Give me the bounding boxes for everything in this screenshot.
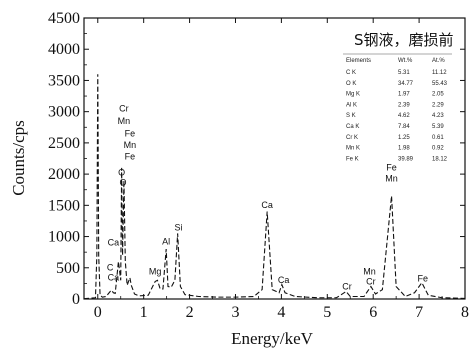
inset-cell: Mg K <box>346 92 360 98</box>
peak-label: Fe <box>125 152 136 162</box>
inset-cell: 0.92 <box>432 146 444 152</box>
y-tick-label: 3000 <box>48 104 80 121</box>
inset-col-header: At.% <box>432 58 445 64</box>
x-tick-label: 8 <box>461 304 469 321</box>
inset-cell: Cr K <box>346 135 358 141</box>
x-tick-label: 7 <box>415 304 423 321</box>
x-tick-label: 6 <box>369 304 377 321</box>
x-tick-label: 5 <box>323 304 331 321</box>
peak-label: C <box>107 262 114 272</box>
y-tick-label: 0 <box>72 291 80 308</box>
peak-label: Al <box>162 237 170 247</box>
peak-label: Fe <box>386 162 397 172</box>
inset-cell: O K <box>346 81 356 87</box>
y-tick-label: 1000 <box>48 229 80 246</box>
inset-cell: C K <box>346 70 356 76</box>
inset-cell: 4.62 <box>398 113 410 119</box>
inset-cell: 18.12 <box>432 156 448 162</box>
inset-col-header: Elements <box>346 58 371 64</box>
inset-cell: Fe K <box>346 156 359 162</box>
inset-cell: S K <box>346 113 356 119</box>
y-tick-label: 1500 <box>48 197 80 214</box>
inset-cell: 4.23 <box>432 113 444 119</box>
inset-cell: 39.89 <box>398 156 414 162</box>
x-tick-label: 4 <box>277 304 285 321</box>
y-tick-label: 2500 <box>48 135 80 152</box>
x-tick-label: 1 <box>140 304 148 321</box>
inset-cell: 2.05 <box>432 92 444 98</box>
y-tick-label: 4000 <box>48 41 80 58</box>
inset-cell: 2.29 <box>432 102 444 108</box>
peak-label: Mn <box>363 267 376 277</box>
y-tick-label: 2000 <box>48 166 80 183</box>
spectrum-series <box>83 74 466 300</box>
inset-cell: 1.98 <box>398 146 410 152</box>
inset-cell: 2.39 <box>398 102 410 108</box>
peak-label: Fe <box>125 129 136 139</box>
peak-label: Cr <box>366 277 376 287</box>
peak-label: Mn <box>385 174 398 184</box>
peak-label: Ca <box>278 275 290 285</box>
peak-label: O <box>118 167 125 177</box>
inset-cell: 1.25 <box>398 135 410 141</box>
peak-label: Si <box>175 222 183 232</box>
inset-cell: Ca K <box>346 124 359 130</box>
inset-cell: 1.97 <box>398 92 410 98</box>
inset-cell: Al K <box>346 102 357 108</box>
peak-label: Mg <box>149 267 162 277</box>
composition-inset: S钢液，磨损前 Elements Wt.% At.% C K 5.31 11.12 O K 3… <box>343 31 454 162</box>
inset-cell: 0.61 <box>432 135 444 141</box>
spectrum-line <box>83 74 466 300</box>
plot-frame <box>83 17 466 300</box>
tick-labels: 0 500 1000 1500 2000 2500 3000 3500 4000 4500 0 1 2 3… <box>48 10 469 321</box>
inset-cell: 5.39 <box>432 124 444 130</box>
inset-cell: Mn K <box>346 146 360 152</box>
peak-label: Ca <box>261 200 273 210</box>
y-axis-label: Counts/cps <box>9 120 28 196</box>
peak-label: O <box>120 177 127 187</box>
inset-cell: 11.12 <box>432 70 447 76</box>
peak-label: Mn <box>124 140 137 150</box>
peak-label: Ca <box>108 237 120 247</box>
x-tick-label: 0 <box>94 304 102 321</box>
peak-label: Mn <box>118 116 131 126</box>
x-tick-label: 3 <box>231 304 239 321</box>
peak-label: Ca <box>108 272 120 282</box>
y-tick-label: 3500 <box>48 72 80 89</box>
y-tick-label: 4500 <box>48 10 80 27</box>
inset-cell: 7.84 <box>398 124 410 130</box>
y-tick-label: 500 <box>56 260 80 277</box>
peak-label: Fe <box>418 274 429 284</box>
inset-table: Elements Wt.% At.% C K 5.31 11.12 O K 34.77 55.4… <box>346 58 448 162</box>
inset-title: S钢液，磨损前 <box>354 31 454 49</box>
inset-col-header: Wt.% <box>398 58 413 64</box>
inset-cell: 34.77 <box>398 81 414 87</box>
x-tick-label: 2 <box>186 304 194 321</box>
x-axis-label: Energy/keV <box>231 329 314 348</box>
peak-label: Cr <box>342 282 352 292</box>
peak-label: Cr <box>119 104 129 114</box>
inset-cell: 55.43 <box>432 81 448 87</box>
inset-cell: 5.31 <box>398 70 410 76</box>
